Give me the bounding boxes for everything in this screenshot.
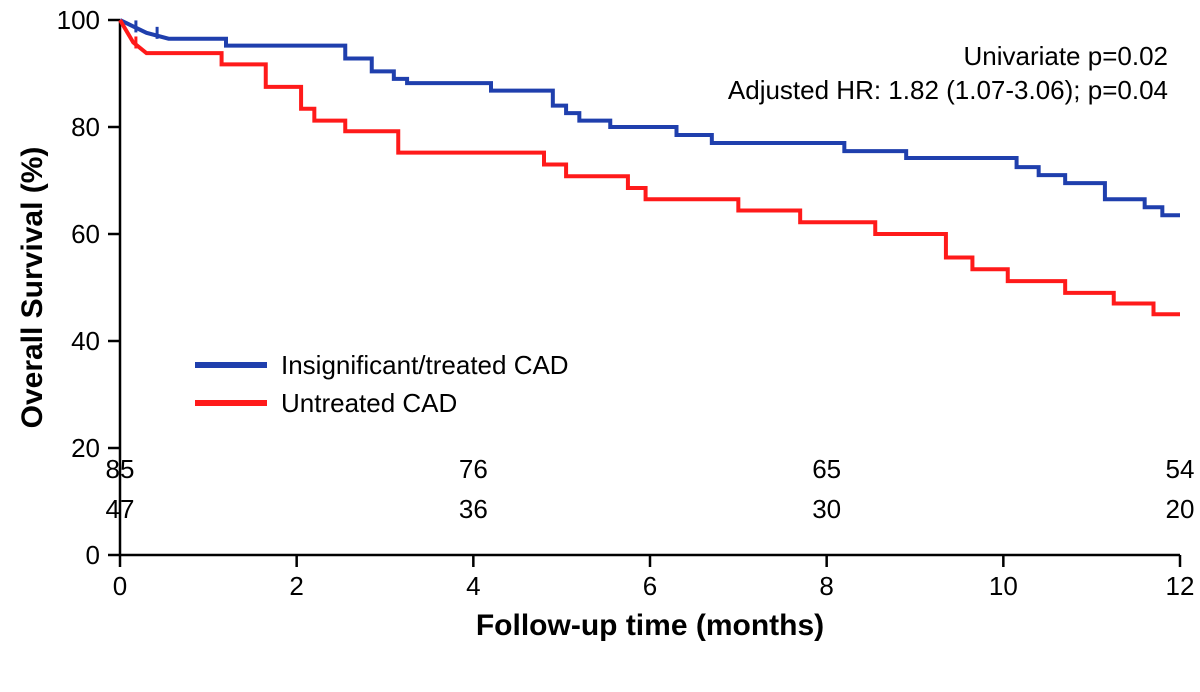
- at-risk-untreated: 36: [459, 494, 488, 524]
- stat-annotation: Univariate p=0.02: [963, 41, 1168, 71]
- x-tick-label: 2: [289, 571, 303, 601]
- x-tick-label: 12: [1166, 571, 1195, 601]
- y-tick-label: 100: [57, 5, 100, 35]
- x-tick-label: 0: [113, 571, 127, 601]
- at-risk-treated: 54: [1166, 454, 1195, 484]
- at-risk-untreated: 30: [812, 494, 841, 524]
- at-risk-untreated: 47: [106, 494, 135, 524]
- legend-label-treated: Insignificant/treated CAD: [281, 350, 569, 380]
- y-tick-label: 20: [71, 433, 100, 463]
- at-risk-untreated: 20: [1166, 494, 1195, 524]
- km-survival-chart: 0 2 4 6 8 10 12 0 20 40 60 80 100 Follow-up time (mon…: [0, 0, 1200, 692]
- y-tick-label: 60: [71, 219, 100, 249]
- y-tick-label: 0: [86, 540, 100, 570]
- x-tick-label: 8: [819, 571, 833, 601]
- x-tick-label: 10: [989, 571, 1018, 601]
- stat-annotation: Adjusted HR: 1.82 (1.07-3.06); p=0.04: [728, 75, 1168, 105]
- at-risk-treated: 76: [459, 454, 488, 484]
- legend-label-untreated: Untreated CAD: [281, 388, 457, 418]
- at-risk-treated: 85: [106, 454, 135, 484]
- y-axis-title: Overall Survival (%): [16, 147, 49, 429]
- x-axis-title: Follow-up time (months): [476, 609, 824, 642]
- y-tick-label: 80: [71, 112, 100, 142]
- x-tick-label: 4: [466, 571, 480, 601]
- y-tick-label: 40: [71, 326, 100, 356]
- x-tick-label: 6: [643, 571, 657, 601]
- at-risk-treated: 65: [812, 454, 841, 484]
